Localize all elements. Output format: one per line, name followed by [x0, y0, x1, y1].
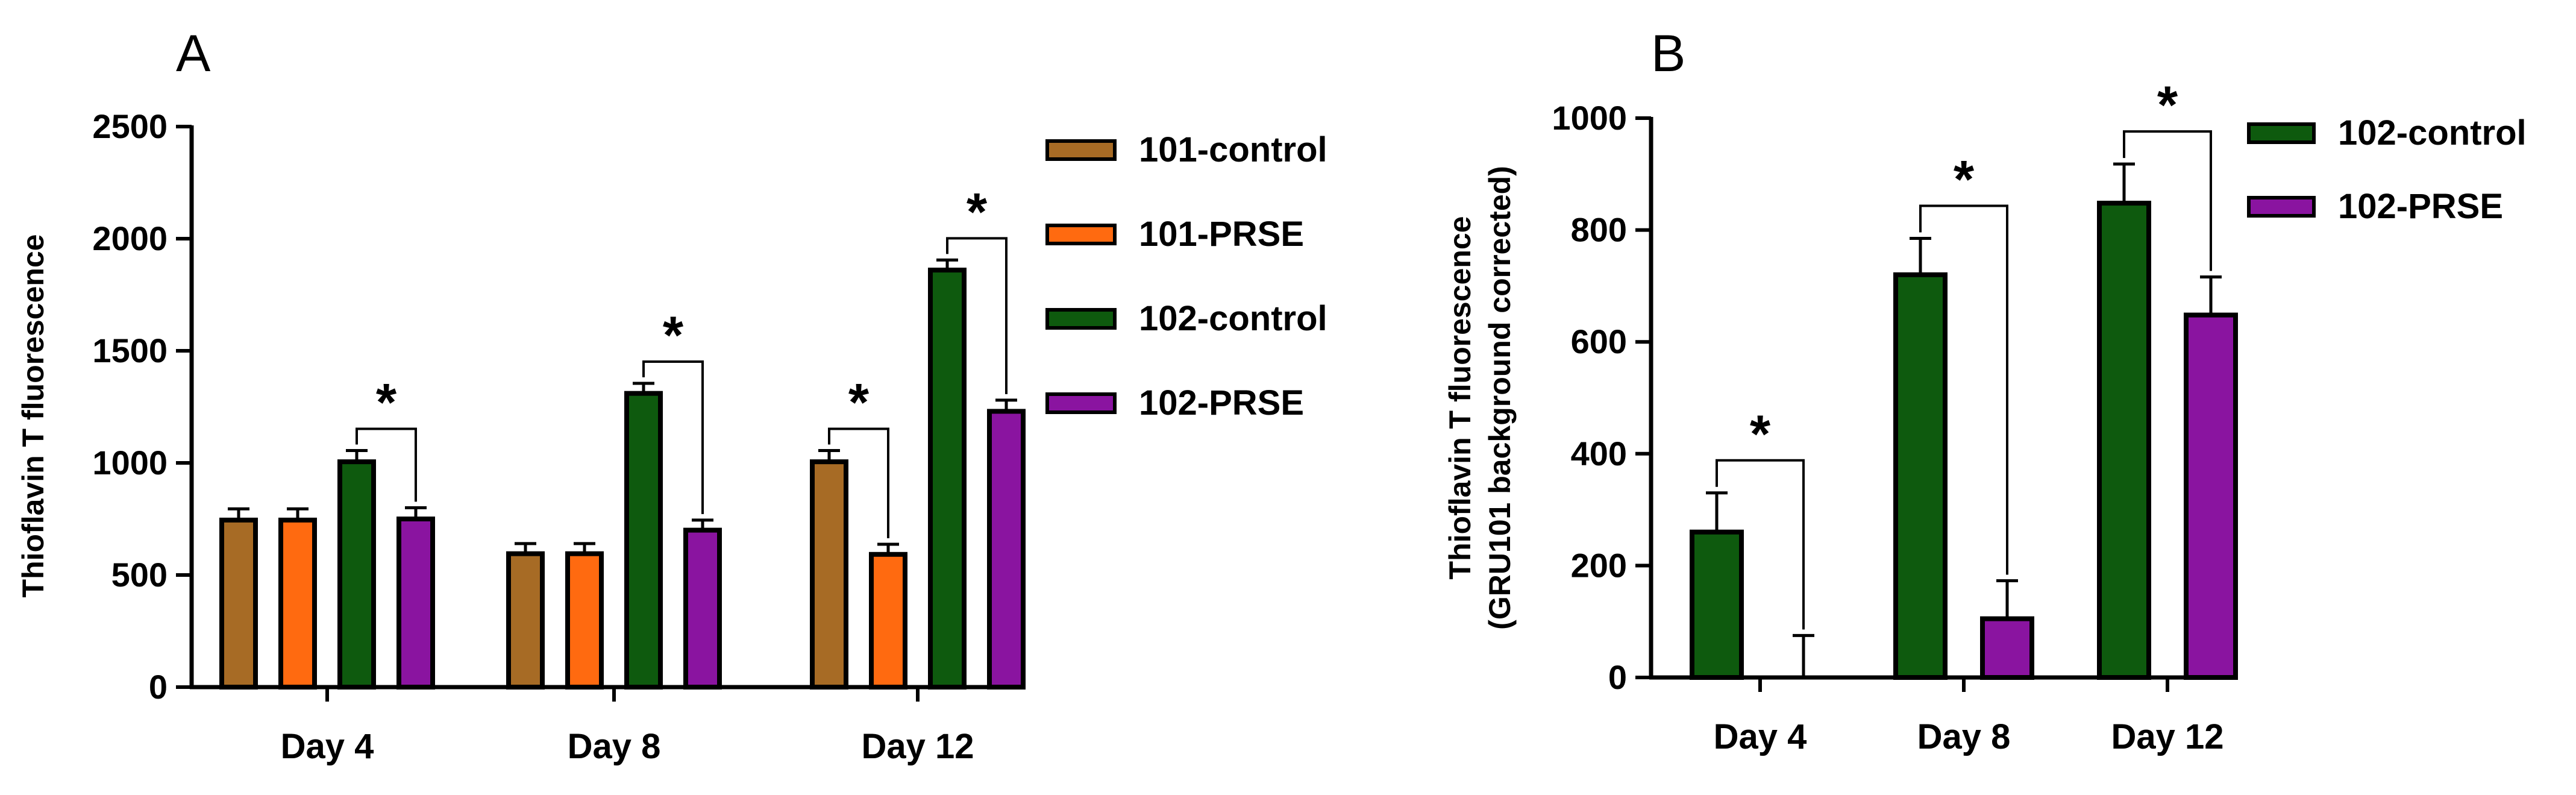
panel-a-plot: 0 500 1000 1500 2000 2500 Day 4 Day 8 Day 12 * * * *… — [92, 107, 1327, 766]
panel-b-significance-bracket — [1716, 459, 1805, 630]
panel-a-bar — [278, 517, 317, 690]
panel-a-bar — [683, 527, 722, 690]
panel-b-y-tick-label: 1000 — [1552, 99, 1627, 137]
panel-a-y-tick-label: 0 — [149, 668, 168, 706]
panel-b-bar — [2097, 201, 2151, 680]
panel-b-legend-label: 102-PRSE — [2338, 187, 2503, 226]
panel-a-significance-bracket — [642, 360, 704, 514]
panel-b-y-tick-label: 0 — [1608, 658, 1627, 696]
panel-a-significance-bracket — [356, 427, 417, 502]
panel-b-x-tick-label: Day 4 — [1714, 717, 1807, 756]
panel-b-significance-star: * — [2157, 75, 2178, 134]
panel-b-y-tick-label: 600 — [1571, 322, 1627, 360]
panel-a-y-tick-label: 2500 — [92, 107, 168, 145]
panel-b-ylabel-line1: Thioflavin T fluorescence — [1443, 216, 1477, 580]
panel-a-bar — [565, 551, 604, 690]
panel-a-bar — [396, 517, 435, 690]
panel-a-significance-star: * — [663, 305, 684, 365]
panel-b-bar — [2184, 312, 2238, 680]
panel-a-x-tick-label: Day 4 — [281, 727, 374, 766]
panel-a-legend-label: 101-control — [1139, 130, 1327, 169]
panel-a-legend-swatch — [1045, 308, 1117, 330]
panel-b-significance-star: * — [1954, 149, 1975, 209]
panel-a-x-tick-label: Day 8 — [568, 727, 661, 766]
panel-a-bar — [869, 551, 907, 690]
panel-b-plot: 0 200 400 600 800 1000 Day 4 Day 8 Day 12 * * * 102-… — [1552, 75, 2526, 756]
panel-b-y-tick-label: 800 — [1571, 211, 1627, 249]
panel-a-y-tick-label: 1500 — [92, 332, 168, 369]
panel-b-x-tick-label: Day 8 — [1917, 717, 2011, 756]
panel-b-bar — [1980, 616, 2034, 680]
panel-a-y-tick-label: 2000 — [92, 219, 168, 257]
panel-a-legend-swatch — [1045, 224, 1117, 245]
panel-a-significance-star: * — [376, 372, 397, 432]
panel-a-bar — [219, 517, 258, 690]
panel-b-letter: B — [1651, 25, 1685, 83]
panel-a-bar — [987, 409, 1026, 690]
panel-a-letter: A — [176, 25, 211, 83]
panel-a-bar — [506, 551, 545, 690]
panel-a-legend-label: 102-control — [1139, 299, 1327, 338]
panel-a-legend-swatch — [1045, 392, 1117, 414]
panel-a-significance-star: * — [848, 372, 870, 432]
panel-a-significance-star: * — [967, 181, 988, 241]
panel-a-significance-bracket — [946, 237, 1008, 394]
panel-a-x-tick-label: Day 12 — [861, 727, 974, 766]
panel-b-y-tick-label: 400 — [1571, 435, 1627, 473]
panel-a-ylabel: Thioflavin T fluorescence — [16, 234, 50, 598]
panel-b-legend-swatch — [2247, 196, 2316, 218]
panel-b-significance-bracket — [1919, 204, 2008, 575]
panel-b-legend-swatch — [2247, 122, 2316, 144]
panel-b-x-tick-label: Day 12 — [2111, 717, 2223, 756]
panel-b-significance-star: * — [1750, 404, 1771, 463]
panel-a-significance-bracket — [828, 427, 889, 539]
panel-a-legend-label: 102-PRSE — [1139, 383, 1304, 423]
panel-a-y-tick-label: 500 — [111, 556, 168, 594]
panel-b-y-tick-label: 200 — [1571, 546, 1627, 584]
panel-a-legend-label: 101-PRSE — [1139, 215, 1304, 254]
panel-a-legend-swatch — [1045, 139, 1117, 161]
panel-a-y-tick-label: 1000 — [92, 444, 168, 482]
panel-b-bar — [1690, 529, 1744, 680]
panel-b-significance-bracket — [2123, 130, 2212, 271]
panel-b-legend-label: 102-control — [2338, 113, 2527, 152]
panel-a-bar — [810, 459, 848, 690]
panel-b-bar — [1893, 272, 1948, 680]
panel-a-bar — [928, 268, 967, 690]
panel-b-ylabel-line2: (GRU101 background corrected) — [1483, 166, 1517, 630]
panel-a-bar — [337, 459, 376, 690]
panel-a-bar — [624, 391, 663, 690]
